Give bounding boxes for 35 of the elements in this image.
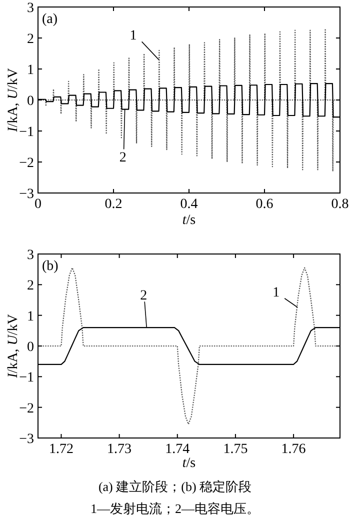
y-tick-label: −1 [19, 125, 34, 140]
y-tick-label: −1 [19, 370, 34, 386]
annotation: 2 [119, 150, 126, 166]
text: 1—发射电流；2—电容电压。 [90, 501, 260, 516]
chart-title: (a) [42, 12, 58, 27]
y-tick-label: −3 [19, 187, 34, 202]
annotation: 1 [272, 285, 280, 300]
y-tick-label: 1 [27, 309, 34, 324]
x-tick-label: 1.74 [165, 442, 190, 457]
annotation: 2 [140, 288, 148, 304]
y-tick-label: −2 [19, 401, 34, 416]
x-axis-title: t/s [182, 456, 196, 471]
x-tick-label: 0.4 [180, 197, 198, 212]
x-axis-title: t/s [182, 213, 196, 228]
y-axis-title: I/kA, U/kV [6, 68, 21, 133]
y-tick-label: 2 [27, 278, 34, 294]
y-axis-title: I/kA, U/kV [6, 314, 21, 379]
chart-title: (b) [42, 259, 59, 274]
x-tick-label: 1.76 [281, 442, 306, 457]
x-tick-label: 0.2 [104, 197, 122, 212]
y-tick-label: −2 [19, 156, 34, 171]
x-tick-label: 1.75 [223, 442, 248, 457]
x-tick-label: 0.6 [256, 197, 274, 212]
y-tick-label: 0 [27, 340, 34, 355]
x-tick-label: 1.73 [107, 442, 132, 457]
y-tick-label: 0 [27, 94, 34, 109]
x-tick-label: 1.72 [48, 442, 74, 457]
text: (a) 建立阶段；(b) 稳定阶段 [98, 479, 252, 494]
annotation: 1 [130, 28, 137, 44]
x-tick-label: 0.8 [331, 197, 349, 212]
y-tick-label: 3 [27, 1, 34, 16]
y-tick-label: 2 [27, 32, 34, 47]
y-tick-label: −3 [19, 432, 34, 447]
y-tick-label: 1 [27, 63, 34, 78]
y-tick-label: 3 [27, 248, 34, 263]
